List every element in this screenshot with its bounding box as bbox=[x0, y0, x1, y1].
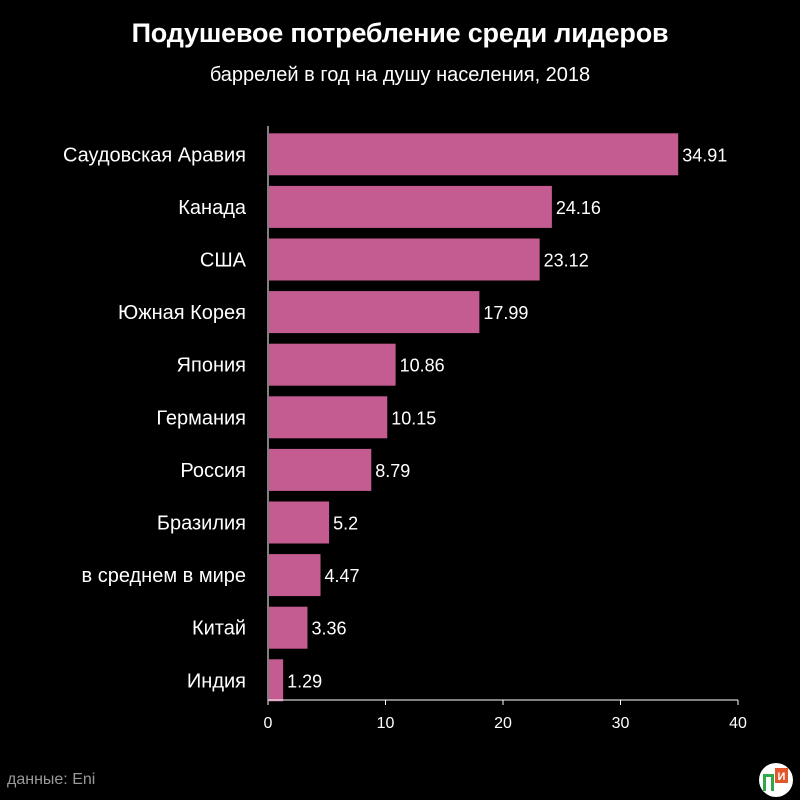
bar bbox=[269, 606, 308, 649]
data-label: 10.15 bbox=[391, 408, 436, 428]
data-label: 24.16 bbox=[556, 198, 601, 218]
category-label: Бразилия bbox=[157, 513, 246, 535]
category-label: Китай bbox=[192, 618, 246, 640]
bar bbox=[269, 291, 480, 334]
logo-letter: И bbox=[778, 771, 786, 783]
data-label: 17.99 bbox=[483, 303, 528, 323]
source-note: данные: Eni bbox=[7, 771, 96, 788]
data-label: 10.86 bbox=[400, 356, 445, 376]
data-label: 1.29 bbox=[287, 671, 322, 691]
data-label: 4.47 bbox=[325, 566, 360, 586]
category-label: Южная Корея bbox=[118, 302, 246, 324]
x-tick-label: 30 bbox=[612, 715, 630, 732]
x-tick-label: 40 bbox=[729, 715, 747, 732]
category-label: Индия bbox=[187, 670, 246, 692]
data-label: 34.91 bbox=[682, 145, 727, 165]
category-label: Россия bbox=[180, 460, 246, 482]
x-tick-label: 20 bbox=[494, 715, 512, 732]
bar bbox=[269, 396, 388, 439]
category-label: США bbox=[200, 250, 247, 272]
category-label: Германия bbox=[156, 407, 246, 429]
x-tick-label: 10 bbox=[377, 715, 395, 732]
bar bbox=[269, 343, 396, 386]
chart-title: Подушевое потребление среди лидеров bbox=[131, 18, 669, 48]
x-tick-label: 0 bbox=[264, 715, 273, 732]
bar bbox=[269, 659, 284, 702]
chart-subtitle: баррелей в год на душу населения, 2018 bbox=[209, 64, 591, 86]
bar bbox=[269, 133, 679, 176]
category-label: в среднем в мире bbox=[82, 565, 246, 587]
category-label: Япония bbox=[177, 355, 246, 377]
category-label: Саудовская Аравия bbox=[63, 144, 246, 166]
bar bbox=[269, 448, 372, 491]
data-label: 23.12 bbox=[544, 251, 589, 271]
data-label: 8.79 bbox=[375, 461, 410, 481]
bar bbox=[269, 501, 330, 544]
data-label: 5.2 bbox=[333, 514, 358, 534]
data-label: 3.36 bbox=[311, 619, 346, 639]
bar bbox=[269, 185, 552, 228]
newspaper-logo-icon: И bbox=[759, 763, 793, 797]
category-label: Канада bbox=[178, 197, 247, 219]
bar bbox=[269, 554, 321, 597]
bar bbox=[269, 238, 540, 281]
